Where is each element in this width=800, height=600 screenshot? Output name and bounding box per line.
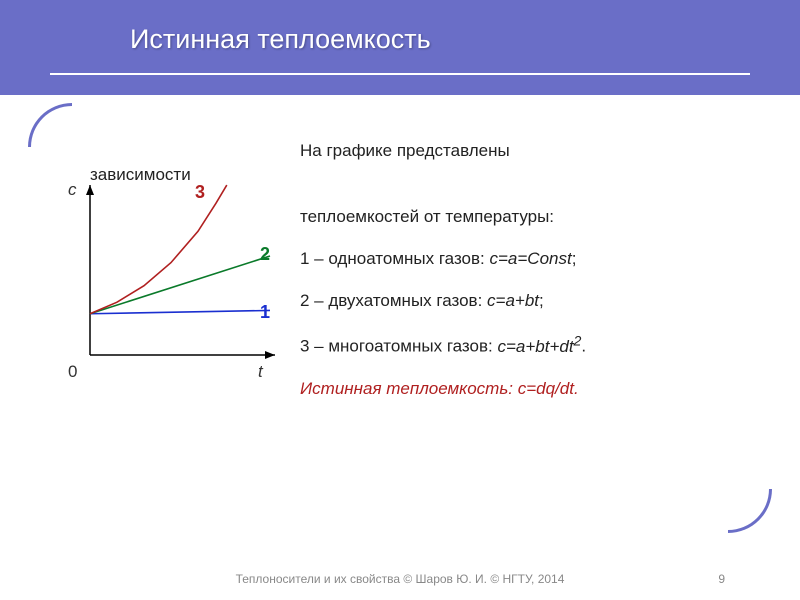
origin-label: 0 [68,362,77,382]
highlight-label: Истинная теплоемкость [300,379,508,398]
item-3-text: 3 – многоатомных газов: [300,337,497,356]
curve-label-1: 1 [260,302,270,323]
intro-line-1: На графике представлены [300,140,770,162]
highlight-tail: . [574,379,579,398]
footer-text: Теплоносители и их свойства © Шаров Ю. И… [0,572,800,586]
item-2-text: 2 – двухатомных газов: [300,291,487,310]
x-axis-label: t [258,362,263,382]
page-number: 9 [718,572,725,586]
item-3-tail: . [581,337,586,356]
item-1-formula: c=a=Const [489,249,571,268]
slide-title: Истинная теплоемкость [130,24,431,55]
intro-line-2: зависимости [90,164,770,186]
item-2-tail: ; [539,291,544,310]
y-axis-label: c [68,180,77,200]
corner-decoration-br [728,489,772,533]
item-2-formula: c=a+bt [487,291,539,310]
corner-decoration-tl [28,103,72,147]
heat-capacity-chart: c 0 t 123 [65,180,285,380]
item-3-formula: c=a+bt+dt2 [497,337,581,356]
highlight-formula: c=dq/dt [518,379,574,398]
text-column: На графике представлены зависимости тепл… [300,140,770,420]
highlight-line: Истинная теплоемкость: c=dq/dt. [300,378,770,400]
curve-label-2: 2 [260,244,270,265]
item-2: 2 – двухатомных газов: c=a+bt; [300,290,770,312]
item-1-text: 1 – одноатомных газов: [300,249,489,268]
item-3: 3 – многоатомных газов: c=a+bt+dt2. [300,332,770,358]
slide-body: c 0 t 123 На графике представлены зависи… [0,95,800,535]
intro-line-3: теплоемкостей от температуры: [300,206,770,228]
item-1-tail: ; [572,249,577,268]
item-1: 1 – одноатомных газов: c=a=Const; [300,248,770,270]
slide-header: Истинная теплоемкость [0,0,800,95]
chart-svg [65,180,285,380]
